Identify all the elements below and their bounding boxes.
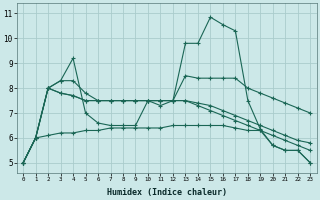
X-axis label: Humidex (Indice chaleur): Humidex (Indice chaleur) bbox=[107, 188, 227, 197]
